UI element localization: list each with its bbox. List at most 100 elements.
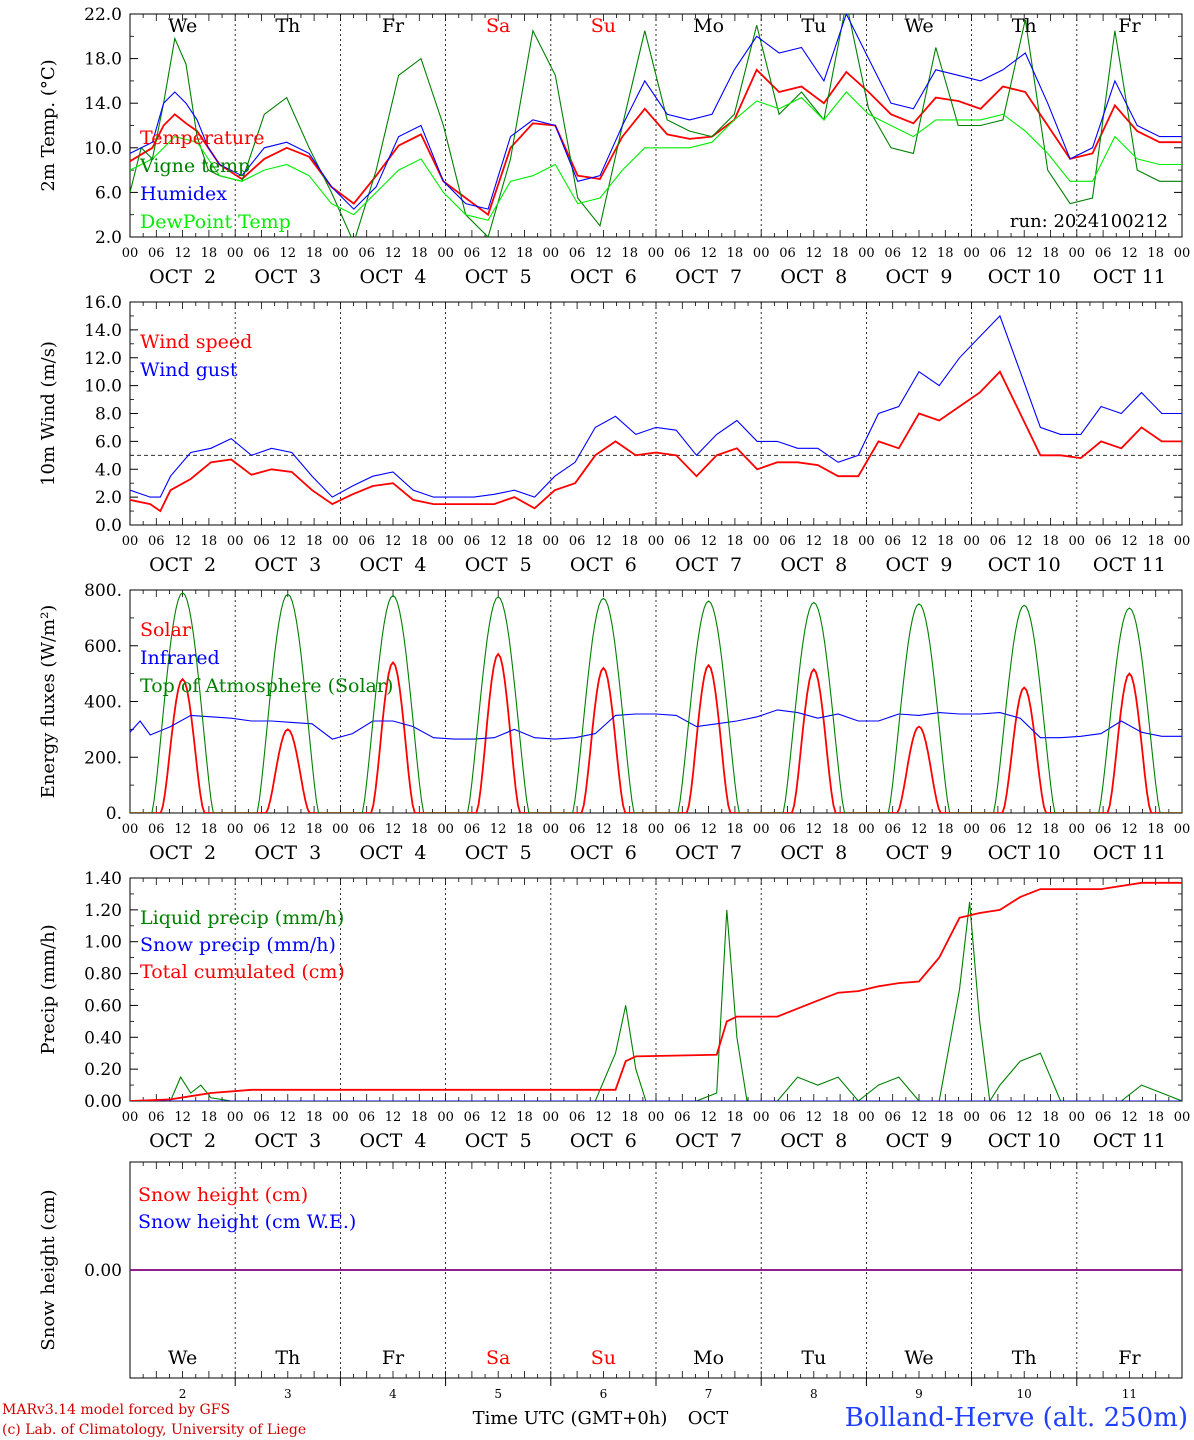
y-tick-label: 12.0	[84, 349, 122, 369]
y-tick-label: 400.	[84, 693, 122, 713]
x-date-label: OCT 7	[675, 554, 742, 576]
x-hour-label: 00	[227, 246, 244, 261]
x-date-label: OCT 7	[675, 266, 742, 288]
x-date-label: OCT 10	[988, 554, 1061, 576]
y-tick-label: 6.0	[95, 432, 122, 452]
series-line-dewpoint-temp	[130, 91, 1182, 221]
x-hour-label: 00	[543, 534, 560, 549]
day-number-label: 5	[494, 1387, 502, 1401]
x-hour-label: 06	[674, 822, 691, 837]
x-date-label: OCT 8	[780, 554, 847, 576]
legend-entry: Wind speed	[140, 331, 252, 353]
x-hour-label: 00	[332, 822, 349, 837]
x-hour-label: 06	[674, 1110, 691, 1125]
series-line-wind-speed	[130, 370, 1182, 513]
x-hour-label: 00	[437, 246, 454, 261]
day-number-label: 9	[915, 1387, 923, 1401]
y-tick-label: 2.0	[95, 228, 122, 248]
x-hour-label: 12	[385, 246, 402, 261]
x-hour-label: 12	[911, 246, 928, 261]
x-date-label: OCT 8	[780, 1130, 847, 1152]
day-number-label: 8	[810, 1387, 818, 1401]
x-hour-label: 06	[464, 246, 481, 261]
x-hour-label: 12	[595, 246, 612, 261]
x-hour-label: 06	[779, 1110, 796, 1125]
x-hour-label: 00	[1069, 822, 1086, 837]
x-hour-label: 18	[1042, 246, 1059, 261]
y-tick-label: 10.0	[84, 377, 122, 397]
day-name-label: Fr	[382, 15, 405, 37]
x-hour-label: 00	[648, 534, 665, 549]
x-hour-label: 00	[543, 1110, 560, 1125]
x-hour-label: 00	[227, 534, 244, 549]
x-hour-label: 18	[1147, 534, 1164, 549]
day-name-label: We	[168, 15, 197, 37]
legend-entry: Humidex	[140, 183, 227, 205]
legend-entry: Wind gust	[140, 359, 238, 381]
x-hour-label: 06	[779, 822, 796, 837]
x-hour-label: 06	[358, 1110, 375, 1125]
y-tick-label: 800.	[84, 581, 122, 601]
station-title: Bolland-Herve (alt. 250m)	[845, 1403, 1188, 1433]
x-date-label: OCT 8	[780, 266, 847, 288]
x-hour-label: 12	[1121, 246, 1138, 261]
x-hour-label: 12	[280, 534, 297, 549]
y-axis-label: Precip (mm/h)	[38, 924, 59, 1054]
y-tick-label: 8.0	[95, 405, 122, 425]
x-date-label: OCT 7	[675, 842, 742, 864]
x-hour-label: 18	[201, 534, 218, 549]
x-hour-label: 00	[963, 246, 980, 261]
x-hour-label: 00	[122, 534, 139, 549]
y-tick-label: 0.00	[84, 1092, 122, 1112]
x-hour-label: 12	[806, 246, 823, 261]
x-hour-label: 06	[569, 534, 586, 549]
x-date-label: OCT 2	[149, 554, 216, 576]
legend-entry: DewPoint Temp	[140, 211, 291, 233]
x-hour-label: 18	[411, 534, 428, 549]
x-date-label: OCT 7	[675, 1130, 742, 1152]
x-hour-label: 00	[1069, 534, 1086, 549]
x-hour-label: 00	[437, 822, 454, 837]
x-hour-label: 12	[700, 1110, 717, 1125]
x-hour-label: 12	[490, 246, 507, 261]
x-hour-label: 00	[1174, 534, 1191, 549]
x-hour-label: 00	[753, 246, 770, 261]
day-name-label: Su	[591, 1347, 616, 1369]
x-hour-label: 12	[490, 1110, 507, 1125]
x-hour-label: 18	[201, 822, 218, 837]
x-hour-label: 12	[280, 246, 297, 261]
x-date-label: OCT 2	[149, 842, 216, 864]
x-hour-label: 06	[358, 822, 375, 837]
day-number-label: 4	[389, 1387, 397, 1401]
x-hour-label: 18	[621, 1110, 638, 1125]
x-hour-label: 12	[385, 1110, 402, 1125]
x-hour-label: 12	[385, 822, 402, 837]
y-tick-label: 600.	[84, 637, 122, 657]
x-hour-label: 06	[884, 534, 901, 549]
x-date-label: OCT 10	[988, 1130, 1061, 1152]
x-hour-label: 18	[1042, 1110, 1059, 1125]
series-line-solar	[130, 652, 1182, 813]
x-hour-label: 18	[832, 534, 849, 549]
y-tick-label: 200.	[84, 748, 122, 768]
x-hour-label: 00	[543, 822, 560, 837]
x-hour-label: 18	[201, 1110, 218, 1125]
x-hour-label: 18	[727, 822, 744, 837]
x-hour-label: 00	[963, 1110, 980, 1125]
legend-entry: Temperature	[140, 127, 264, 149]
x-hour-label: 18	[306, 246, 323, 261]
x-hour-label: 18	[516, 246, 533, 261]
y-tick-label: 0.00	[84, 1261, 122, 1281]
x-date-label: OCT 11	[1093, 842, 1166, 864]
day-name-label: Fr	[382, 1347, 405, 1369]
x-hour-label: 06	[884, 1110, 901, 1125]
x-hour-label: 00	[1174, 822, 1191, 837]
x-hour-label: 18	[1147, 246, 1164, 261]
x-hour-label: 06	[779, 246, 796, 261]
y-tick-label: 16.0	[84, 293, 122, 313]
x-hour-label: 06	[674, 246, 691, 261]
y-tick-label: 18.0	[84, 50, 122, 70]
x-date-label: OCT 9	[886, 1130, 953, 1152]
panel-3: 0. 200. 400. 600. 800. Energy fluxes (W/m²) So…	[38, 581, 1190, 864]
x-hour-label: 12	[806, 1110, 823, 1125]
